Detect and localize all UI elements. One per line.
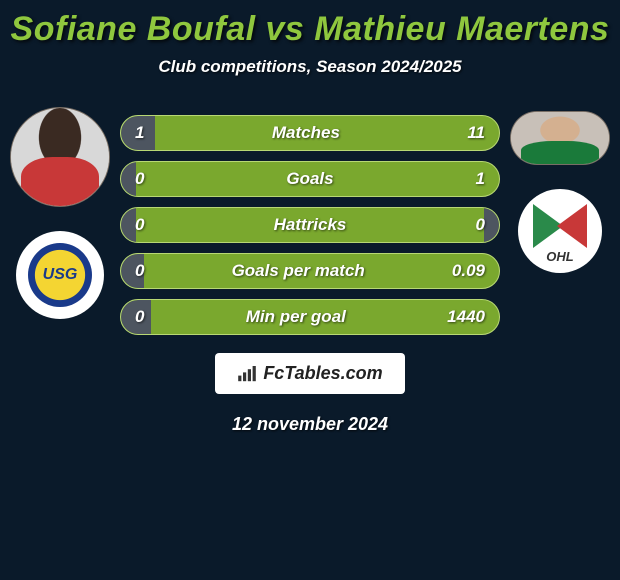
player-right-silhouette: [511, 112, 609, 164]
date-text: 12 november 2024: [0, 414, 620, 435]
player-left-silhouette: [11, 108, 109, 206]
club-badge-left: USG: [16, 231, 104, 319]
chart-icon: [237, 366, 257, 382]
stat-fill-left: [121, 208, 136, 242]
stat-row: 0 Hattricks 0: [120, 207, 500, 243]
stat-row: 0 Goals 1: [120, 161, 500, 197]
stat-fill-left: [121, 162, 136, 196]
stat-value-right: 1440: [447, 307, 485, 327]
stat-row: 0 Min per goal 1440: [120, 299, 500, 335]
comparison-title: Sofiane Boufal vs Mathieu Maertens: [0, 10, 620, 49]
stat-value-left: 0: [135, 307, 144, 327]
player-right-col: OHL: [508, 107, 612, 273]
stat-value-right: 11: [467, 123, 485, 143]
usg-badge-icon: USG: [28, 243, 92, 307]
stat-value-right: 0: [476, 215, 485, 235]
stat-label: Goals: [286, 169, 333, 189]
player-left-col: USG: [8, 107, 112, 319]
stat-label: Min per goal: [246, 307, 346, 327]
stats-column: 1 Matches 11 0 Goals 1 0 Hattricks 0 0 Goals per m…: [112, 115, 508, 335]
player-left-avatar: [10, 107, 110, 207]
stat-fill-right: [484, 208, 499, 242]
stat-value-left: 0: [135, 169, 144, 189]
stat-value-left: 0: [135, 261, 144, 281]
stat-value-right: 0.09: [452, 261, 485, 281]
player-right-avatar: [510, 111, 610, 165]
club-badge-right: OHL: [518, 189, 602, 273]
stat-label: Matches: [272, 123, 340, 143]
stat-value-left: 0: [135, 215, 144, 235]
footer: FcTables.com 12 november 2024: [0, 353, 620, 435]
stat-row: 1 Matches 11: [120, 115, 500, 151]
brand-box: FcTables.com: [215, 353, 404, 394]
comparison-subtitle: Club competitions, Season 2024/2025: [0, 57, 620, 77]
stat-label: Hattricks: [274, 215, 347, 235]
main-row: USG 1 Matches 11 0 Goals 1 0 Hattricks 0 0 Goals p…: [0, 107, 620, 335]
stat-row: 0 Goals per match 0.09: [120, 253, 500, 289]
stat-value-left: 1: [135, 123, 144, 143]
stat-value-right: 1: [476, 169, 485, 189]
brand-text: FcTables.com: [263, 363, 382, 384]
stat-label: Goals per match: [232, 261, 365, 281]
ohl-badge-icon: OHL: [525, 196, 595, 266]
